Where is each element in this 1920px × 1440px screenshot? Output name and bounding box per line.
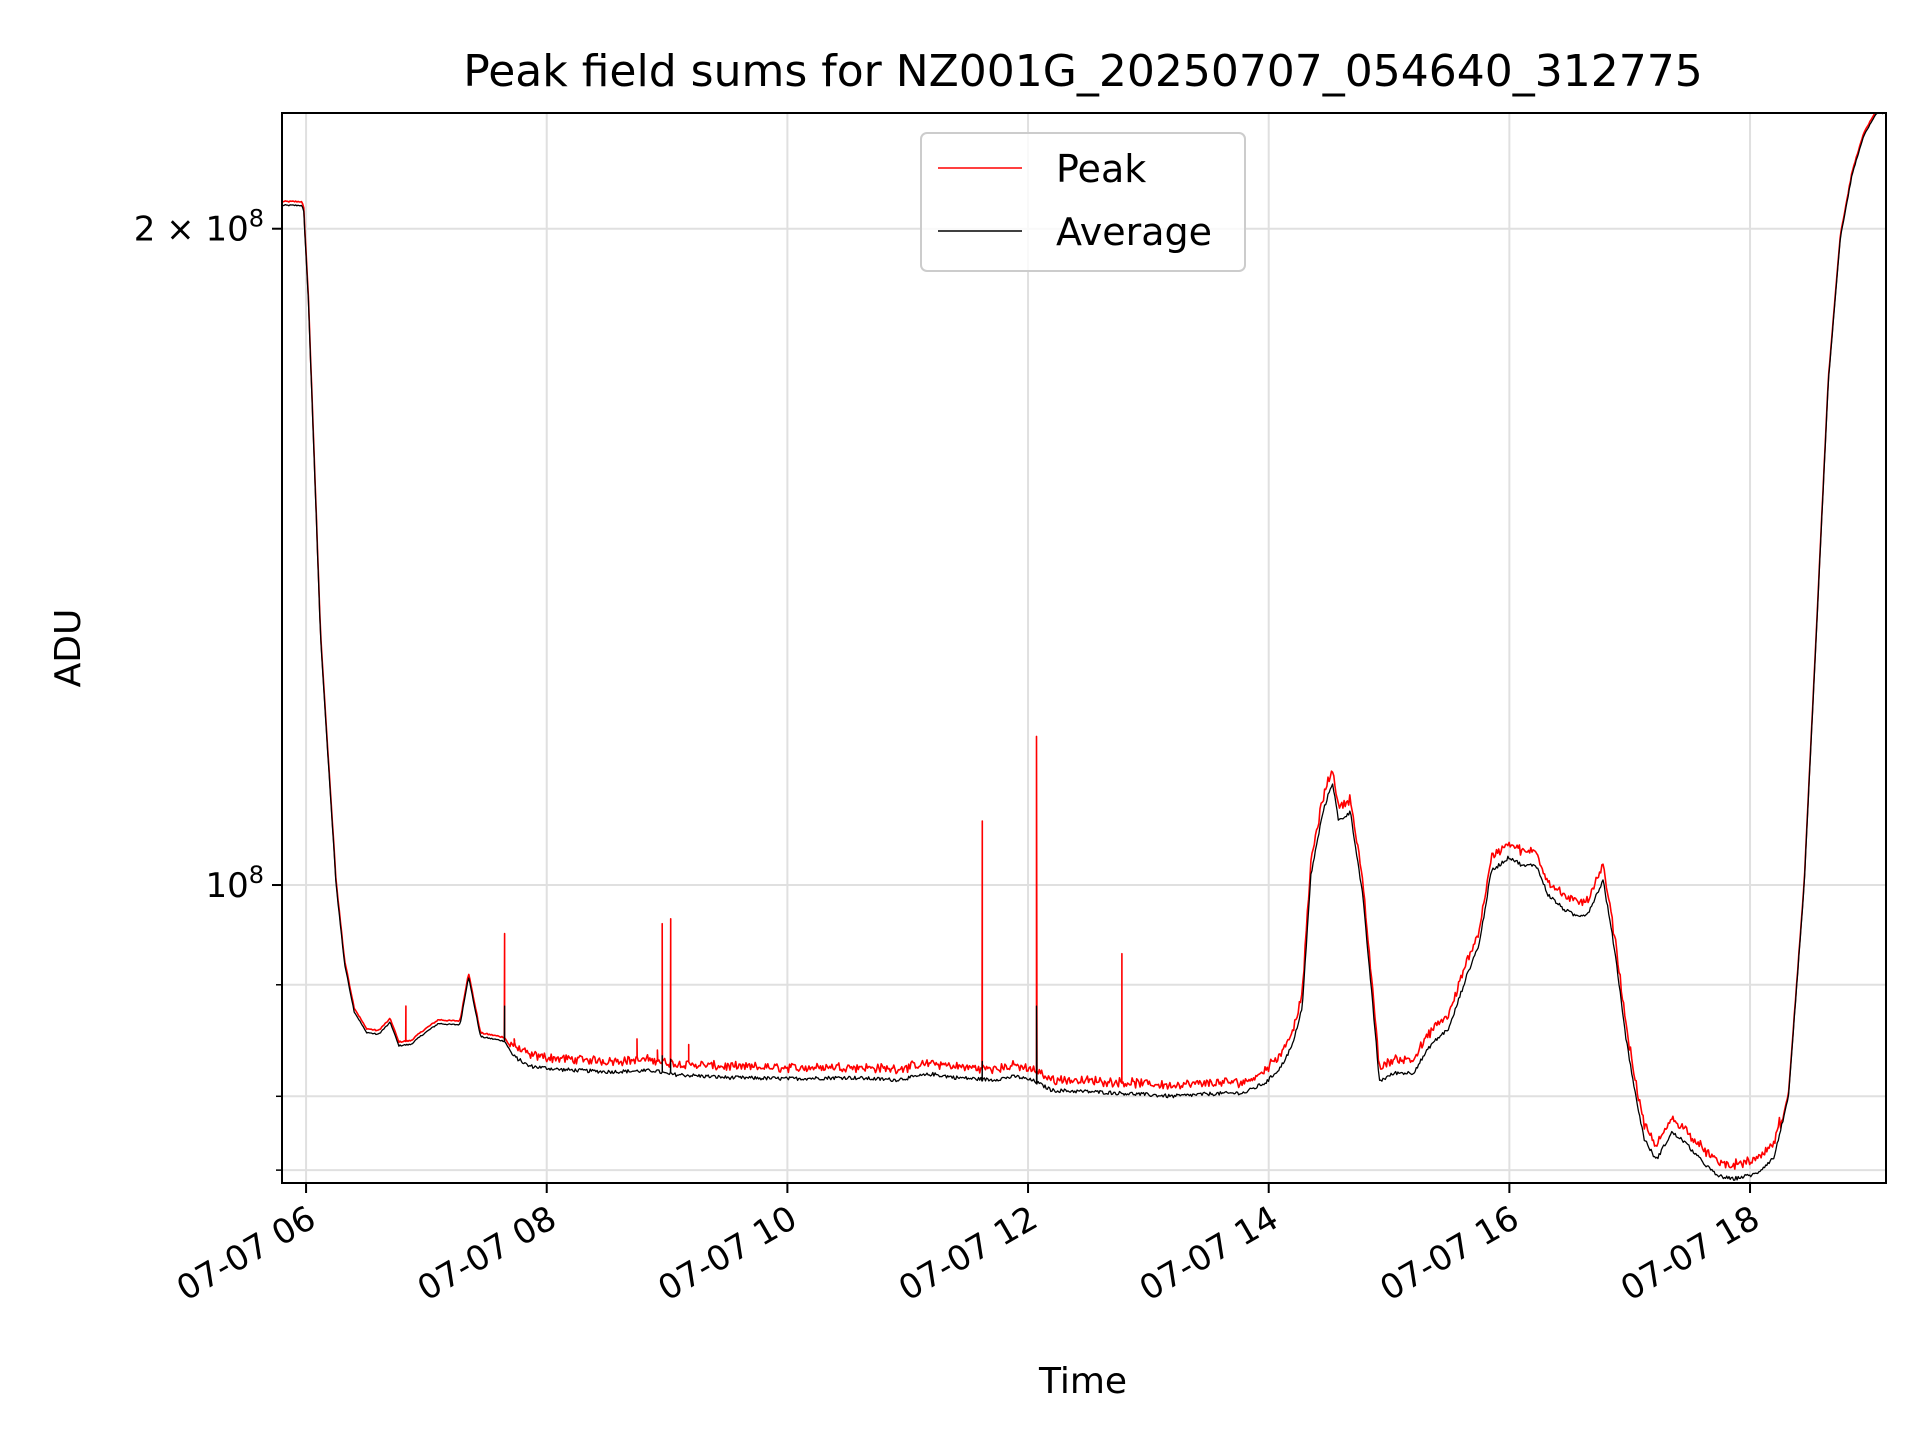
- y-tick-label: 2 × 108: [134, 205, 264, 250]
- series-line-average: [282, 113, 1886, 1181]
- series-layer: [282, 113, 1886, 1181]
- y-axis: 108 2 × 108: [134, 205, 282, 1171]
- legend-label-peak: Peak: [1056, 147, 1146, 191]
- y-tick-label: 108: [205, 861, 264, 906]
- plot-frame: [281, 112, 1887, 1184]
- plot-background: [282, 113, 1886, 1183]
- x-axis-label: Time: [1038, 1361, 1127, 1402]
- y-axis-label: ADU: [48, 609, 89, 688]
- legend: Peak Average: [920, 132, 1246, 272]
- chart-title: Peak field sums for NZ001G_20250707_0546…: [463, 46, 1702, 97]
- plot-area: [281, 112, 1887, 1184]
- series-line-peak: [282, 113, 1876, 1170]
- legend-label-average: Average: [1056, 210, 1212, 254]
